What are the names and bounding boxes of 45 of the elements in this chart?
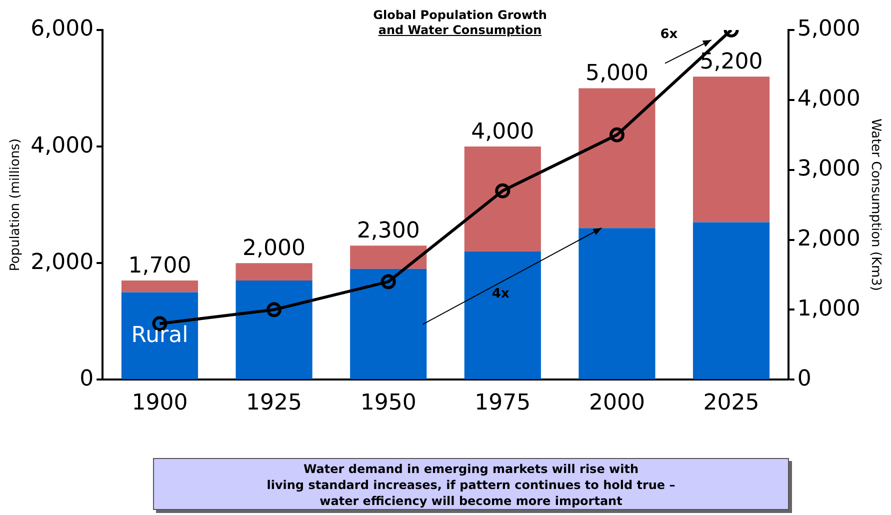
bar xyxy=(464,251,541,380)
y-tick-label: 2,000 xyxy=(30,250,94,275)
total-label: 2,300 xyxy=(356,218,420,244)
y-tick-label: 6,000 xyxy=(30,16,94,42)
chart-title: Global Population Growth and Water Consumption xyxy=(373,8,547,37)
y2-tick-label: 0 xyxy=(797,366,812,392)
point xyxy=(380,274,396,290)
bar xyxy=(350,246,427,269)
bar xyxy=(692,222,770,380)
bar xyxy=(121,280,198,292)
bar xyxy=(350,268,427,380)
x-tick-label: 1900 xyxy=(132,390,188,416)
y-tick-label: 0 xyxy=(80,366,94,392)
x-tick-label: 1975 xyxy=(474,390,531,416)
total-label: 2,000 xyxy=(242,236,306,261)
annotation: 6x xyxy=(660,27,678,42)
y2-axis-title: Water Consumption (Km3) xyxy=(868,118,883,292)
bar xyxy=(236,263,312,281)
annotation: 4x xyxy=(492,286,510,302)
bar xyxy=(236,280,312,380)
total-label: 1,700 xyxy=(128,253,192,278)
total-label: 5,000 xyxy=(585,60,648,86)
total-label: 4,000 xyxy=(471,119,534,144)
x-tick-label: 1950 xyxy=(360,390,416,416)
bar xyxy=(464,146,541,252)
series-label: Rural xyxy=(131,322,188,348)
bar xyxy=(121,292,198,380)
y-tick-label: 4,000 xyxy=(30,133,94,158)
y-axis-title: Population (millions) xyxy=(8,138,24,272)
y2-tick-label: 1,000 xyxy=(797,296,860,322)
y2-tick-label: 4,000 xyxy=(797,86,860,112)
point xyxy=(495,183,510,198)
y2-tick-label: 3,000 xyxy=(797,156,860,182)
y2-tick-label: 5,000 xyxy=(797,16,860,42)
bar xyxy=(578,88,656,228)
point xyxy=(266,302,282,318)
bar xyxy=(578,228,656,380)
point xyxy=(609,127,624,142)
total-label: 5,200 xyxy=(700,49,763,74)
x-tick-label: 2000 xyxy=(588,390,645,416)
x-tick-label: 2025 xyxy=(703,390,760,416)
text: Water demand in emerging markets will rise with living standard increases, if pattern continues to hold true – water efficiency will become more important xyxy=(154,461,788,509)
y2-tick-label: 2,000 xyxy=(797,226,860,252)
x-tick-label: 1925 xyxy=(246,390,302,416)
bar xyxy=(692,76,770,222)
